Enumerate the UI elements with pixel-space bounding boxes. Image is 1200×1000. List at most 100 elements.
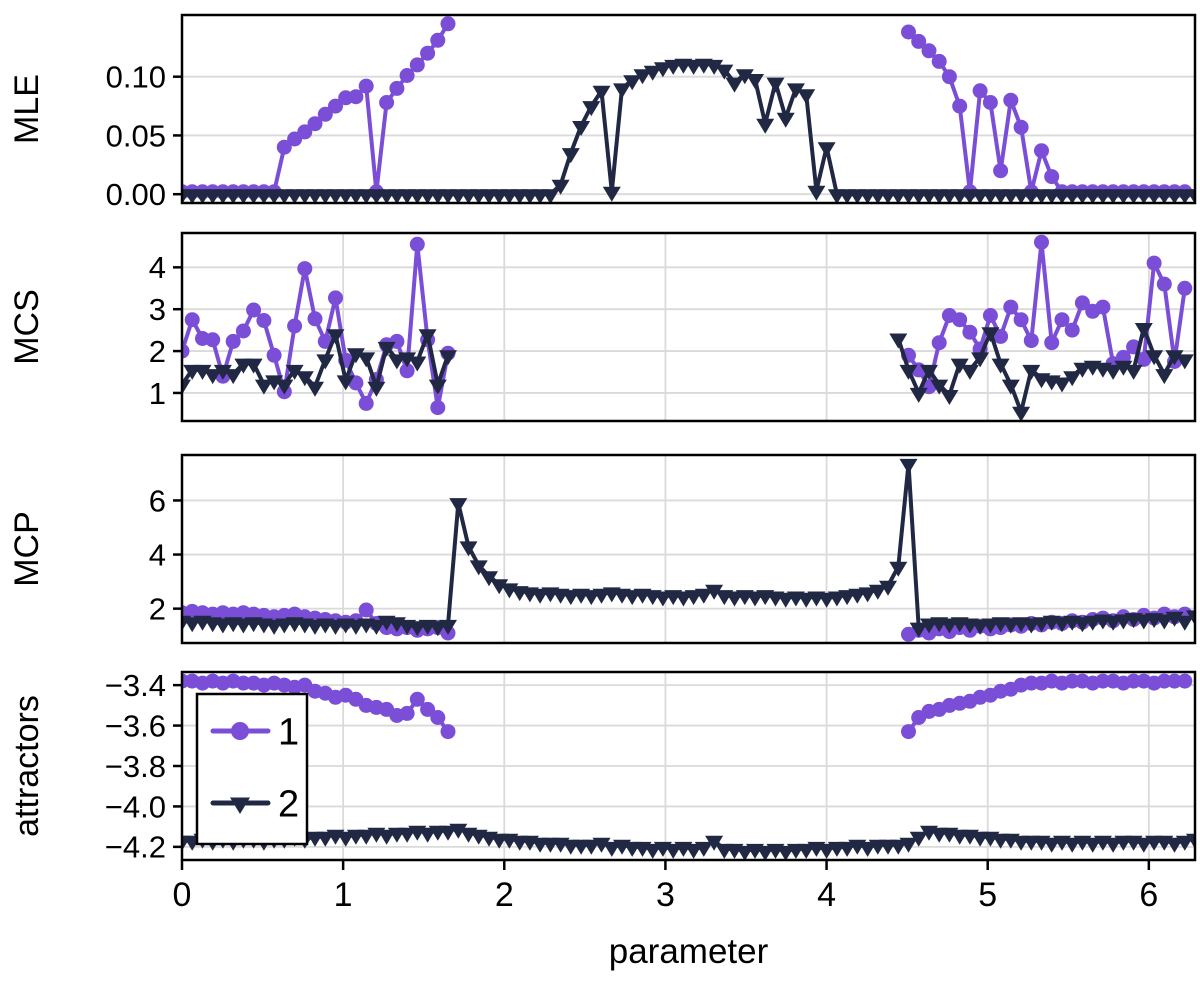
triangle-down-marker (1175, 354, 1194, 370)
y-tick-label: −3.4 (105, 668, 166, 703)
legend-entry-2: 2 (210, 784, 299, 826)
circle-marker (982, 308, 998, 323)
triangle-down-marker (858, 587, 877, 603)
circle-marker (1003, 299, 1019, 315)
circle-marker (952, 98, 968, 114)
y-axis-label: attractors (8, 695, 46, 837)
x-tick-label: 1 (334, 876, 353, 914)
y-tick-label: 2 (149, 334, 166, 369)
panel-border (180, 13, 1197, 205)
triangle-down-marker (838, 841, 857, 857)
x-tick-label: 2 (495, 876, 514, 914)
triangle-down-marker (408, 356, 427, 372)
circle-marker (287, 318, 303, 334)
triangle-down-marker (868, 584, 887, 600)
triangle-down-marker (694, 588, 713, 604)
triangle-down-marker (817, 843, 836, 859)
circle-marker (993, 163, 1009, 179)
triangle-down-marker (899, 837, 918, 853)
circle-marker (358, 78, 374, 94)
circle-marker (1003, 92, 1019, 108)
triangle-down-marker (1186, 610, 1196, 626)
circle-marker (1177, 673, 1193, 689)
series-1-markers (181, 673, 1193, 740)
triangle-down-marker (776, 112, 795, 128)
circle-marker (430, 32, 446, 48)
triangle-down-marker (909, 831, 928, 847)
circle-marker (420, 701, 436, 717)
panel-border (180, 453, 1197, 645)
legend-entry-1: 1 (210, 712, 299, 754)
y-tick-label: −4.2 (105, 830, 166, 865)
triangle-down-marker (1155, 369, 1174, 385)
circle-marker (1013, 312, 1029, 328)
circle-marker (1136, 351, 1152, 367)
triangle-down-marker (1063, 837, 1082, 853)
triangle-down-marker (306, 381, 324, 397)
triangle-down-marker (858, 841, 877, 857)
triangle-down-marker (1165, 350, 1184, 366)
circle-marker (1034, 234, 1049, 250)
triangle-down-marker (1186, 833, 1196, 849)
series-2 (181, 458, 1196, 638)
circle-marker (409, 691, 425, 707)
circle-marker (409, 57, 425, 73)
triangle-down-marker (439, 350, 457, 366)
circle-marker (962, 324, 978, 340)
triangle-down-marker (1165, 837, 1184, 853)
triangle-down-marker (387, 354, 406, 370)
triangle-down-marker (316, 354, 335, 370)
circle-marker (1034, 143, 1049, 159)
circle-marker (1044, 169, 1060, 185)
triangle-down-marker (776, 845, 795, 861)
triangle-down-marker (582, 839, 601, 855)
y-tick-label: −3.6 (105, 708, 166, 743)
y-axis-label: MCP (8, 511, 46, 587)
circle-marker (328, 290, 343, 306)
triangle-down-marker (756, 845, 775, 861)
circle-marker (379, 95, 395, 110)
triangle-down-marker (950, 358, 969, 374)
triangle-down-marker (1175, 835, 1194, 851)
y-tick-label: 0.05 (106, 118, 166, 153)
triangle-down-marker (940, 390, 959, 405)
y-tick-label: 1 (149, 376, 166, 411)
y-axis-ticks: −3.4 −3.6 −3.8 −4.0 −4.2 (105, 668, 182, 865)
triangle-down-marker (1124, 364, 1143, 380)
panel-background (182, 455, 1195, 643)
x-tick-label: 3 (656, 876, 675, 914)
triangle-down-marker (439, 619, 457, 635)
legend: 12 (195, 692, 309, 846)
triangle-down-marker (613, 83, 631, 99)
circle-marker (205, 332, 221, 348)
triangle-down-marker (357, 352, 376, 368)
panel-attractors: −3.4 −3.6 −3.8 −4.0 −4.2 attractors (8, 668, 1197, 865)
circle-marker (982, 95, 998, 110)
triangle-down-marker (285, 364, 304, 380)
circle-marker (1177, 280, 1193, 296)
triangle-down-marker (490, 579, 509, 595)
triangle-down-marker (909, 387, 928, 403)
triangle-down-marker (602, 841, 621, 857)
triangle-down-marker (664, 843, 683, 859)
y-tick-label: 0.10 (106, 60, 166, 95)
triangle-down-marker (889, 839, 908, 855)
circle-marker (246, 302, 262, 318)
triangle-down-marker (367, 619, 386, 635)
triangle-down-marker (1073, 362, 1092, 378)
circle-marker (266, 347, 282, 363)
triangle-down-marker (879, 580, 897, 596)
y-tick-label: 6 (149, 483, 166, 518)
triangle-down-marker (592, 837, 611, 853)
triangle-down-marker (367, 381, 386, 397)
triangle-down-marker (930, 379, 949, 395)
triangle-down-marker (295, 371, 314, 387)
triangle-down-marker (449, 823, 468, 839)
triangle-down-marker (1022, 364, 1041, 380)
circle-marker (235, 323, 251, 339)
panel-border (180, 231, 1197, 423)
triangle-down-marker (582, 101, 601, 117)
circle-marker (440, 724, 456, 740)
